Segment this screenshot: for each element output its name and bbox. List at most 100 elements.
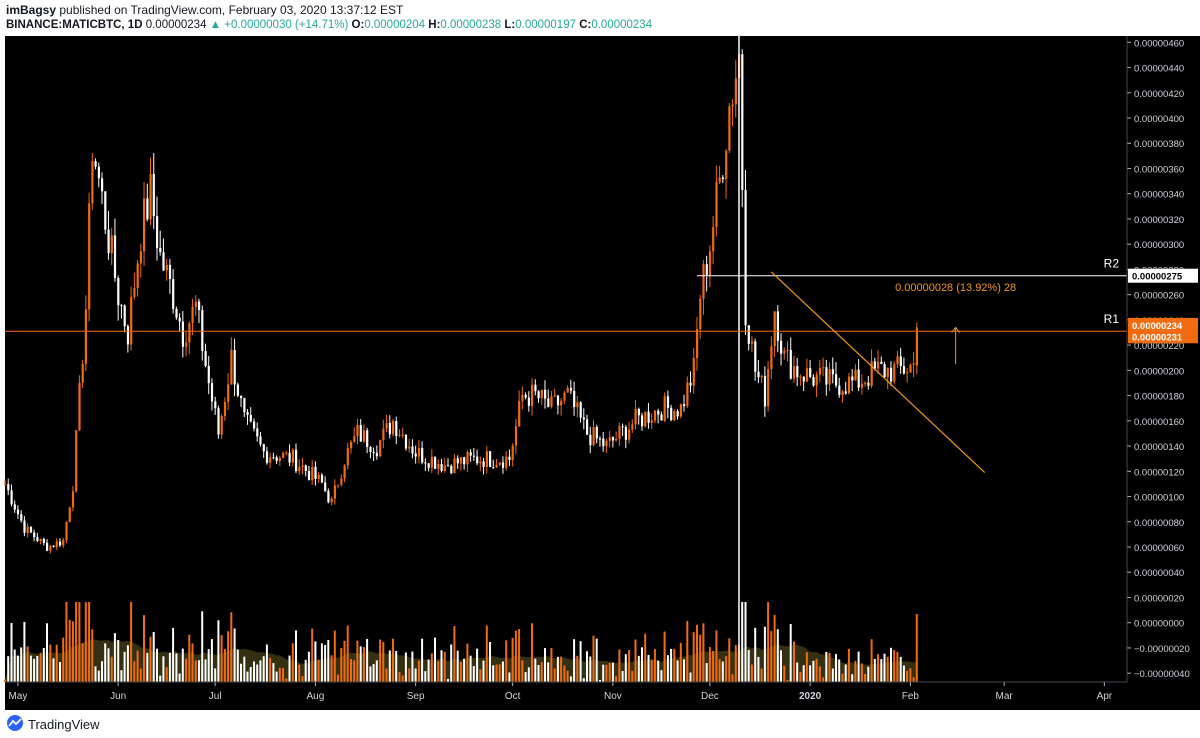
candle-body <box>314 466 317 479</box>
candle-body <box>912 363 915 365</box>
candle-body <box>634 408 637 425</box>
candle-body <box>249 415 252 422</box>
candle-body <box>301 465 304 467</box>
volume-bar <box>799 671 802 682</box>
price-tick-label: 0.00000360 <box>1134 164 1184 175</box>
candle-body <box>126 326 130 345</box>
candle-body <box>411 446 414 454</box>
volume-bar <box>531 623 533 682</box>
symbol-name[interactable]: BINANCE:MATICBTC, 1D <box>6 19 143 31</box>
volume-bar <box>566 670 569 682</box>
candle-body <box>595 427 598 439</box>
candle-body <box>605 440 608 447</box>
volume-bar <box>181 648 184 682</box>
volume-bar <box>240 663 242 682</box>
candle-body <box>214 401 217 409</box>
last-price: 0.00000234 <box>145 19 207 31</box>
candle-body <box>501 462 505 468</box>
volume-bar <box>666 655 669 682</box>
volume-bar <box>337 674 339 682</box>
candle-body <box>20 514 23 521</box>
candle-body <box>586 419 589 435</box>
volume-bar <box>676 660 679 682</box>
volume-bar <box>404 652 407 682</box>
volume-bar <box>427 659 430 682</box>
candle-body <box>835 374 838 386</box>
volume-bar <box>246 671 249 682</box>
candle-body <box>547 398 550 407</box>
volume-bar <box>369 666 372 682</box>
candle-body <box>107 229 110 254</box>
close-label: C: <box>579 19 592 31</box>
volume-ma-area <box>5 639 917 682</box>
candle-body <box>36 537 39 541</box>
volume-bar <box>750 664 753 682</box>
volume-bar <box>608 662 611 682</box>
volume-bar <box>476 648 479 682</box>
volume-bar <box>55 644 58 682</box>
candle-body <box>673 411 676 421</box>
candle-body <box>49 545 52 551</box>
candle-body <box>269 457 272 463</box>
candle-body <box>902 366 906 374</box>
candle-body <box>789 349 792 379</box>
candle-body <box>243 398 246 413</box>
candle-body <box>744 190 747 326</box>
volume-bar <box>579 641 582 682</box>
volume-bar <box>91 629 94 682</box>
candle-body <box>220 416 223 435</box>
volume-bar <box>23 621 26 682</box>
candle-body <box>146 198 149 220</box>
volume-bar <box>518 629 521 682</box>
publisher-name[interactable]: imBagsy <box>6 3 57 17</box>
volume-bar <box>615 676 618 682</box>
volume-bar <box>417 660 420 682</box>
candle-body <box>611 437 615 441</box>
volume-bar <box>29 655 32 682</box>
time-tick-label: Dec <box>701 691 719 702</box>
volume-bar <box>65 602 68 682</box>
tradingview-brand[interactable]: TradingView <box>28 717 100 732</box>
volume-bar <box>912 677 915 682</box>
candle-body <box>573 390 576 407</box>
candle-body <box>356 425 359 437</box>
candle-body <box>42 538 45 543</box>
price-tick-label: 0.00000420 <box>1134 89 1184 100</box>
candle-body <box>776 311 779 341</box>
volume-bar <box>178 673 181 682</box>
volume-bar <box>172 627 175 682</box>
candle-body <box>282 452 285 458</box>
candle-body <box>841 391 844 395</box>
volume-bar <box>521 660 524 682</box>
candle-body <box>854 369 857 381</box>
candle-body <box>786 349 789 351</box>
volume-bar <box>133 661 136 682</box>
volume-bar <box>94 666 97 682</box>
volume-bar <box>16 655 19 682</box>
candle-body <box>91 161 94 204</box>
volume-bar <box>877 654 879 682</box>
candle-body <box>84 309 87 364</box>
candle-body <box>676 411 679 417</box>
candle-body <box>563 392 566 401</box>
volume-bar <box>514 630 517 682</box>
candle-body <box>650 420 653 423</box>
volume-bar <box>757 656 760 682</box>
volume-bar <box>534 658 537 682</box>
candle-body <box>485 451 488 467</box>
volume-bar <box>408 668 411 682</box>
volume-bar <box>230 612 233 682</box>
price-tick-label: 0.00000460 <box>1134 38 1184 49</box>
volume-bar <box>314 641 317 682</box>
price-axis-area <box>1127 36 1200 682</box>
candle-body <box>337 484 340 486</box>
candle-body <box>437 464 440 469</box>
volume-bar <box>437 661 440 682</box>
volume-bar <box>763 626 766 682</box>
price-tick-label: 0.00000140 <box>1134 442 1184 453</box>
candle-body <box>621 426 624 428</box>
candle-body <box>582 417 585 420</box>
candle-body <box>860 383 864 388</box>
volume-bar <box>699 634 702 682</box>
